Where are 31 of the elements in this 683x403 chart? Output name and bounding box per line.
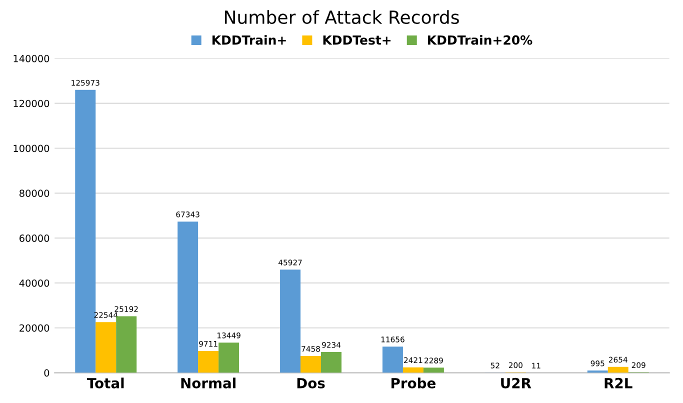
x-tick-label: Probe [392,378,436,388]
y-tick-label: 140000 [14,54,50,62]
y-tick-label: 40000 [19,279,50,287]
x-tick-label: Dos [297,378,325,388]
bar [300,356,322,373]
legend-label: KDDTest+ [323,35,391,45]
y-tick-label: 80000 [20,190,50,197]
bar [608,366,628,373]
bar [402,367,424,373]
chart-title: Number of Attack Records [224,10,459,24]
legend-label: KDDTrain+20% [428,35,532,45]
y-tick-label: 120000 [14,100,50,108]
bar [198,350,219,373]
bar [280,270,301,373]
y-tick-label: 60000 [20,234,50,242]
bar [382,346,403,373]
bar [96,322,116,373]
x-tick-label: Total [86,378,124,388]
bar [218,342,240,373]
legend-label: KDDTrain+ [212,35,286,45]
x-tick-label: U2R [501,378,532,388]
bar [423,368,444,373]
y-tick-label: 100000 [14,144,50,152]
bar [178,222,198,373]
y-tick-label: 0 [44,369,50,377]
bar [321,352,342,373]
x-tick-label: Normal [181,378,236,388]
y-tick-label: 20000 [20,324,50,332]
x-tick-label: R2L [604,378,632,388]
bar [116,316,137,373]
bar [75,90,96,373]
